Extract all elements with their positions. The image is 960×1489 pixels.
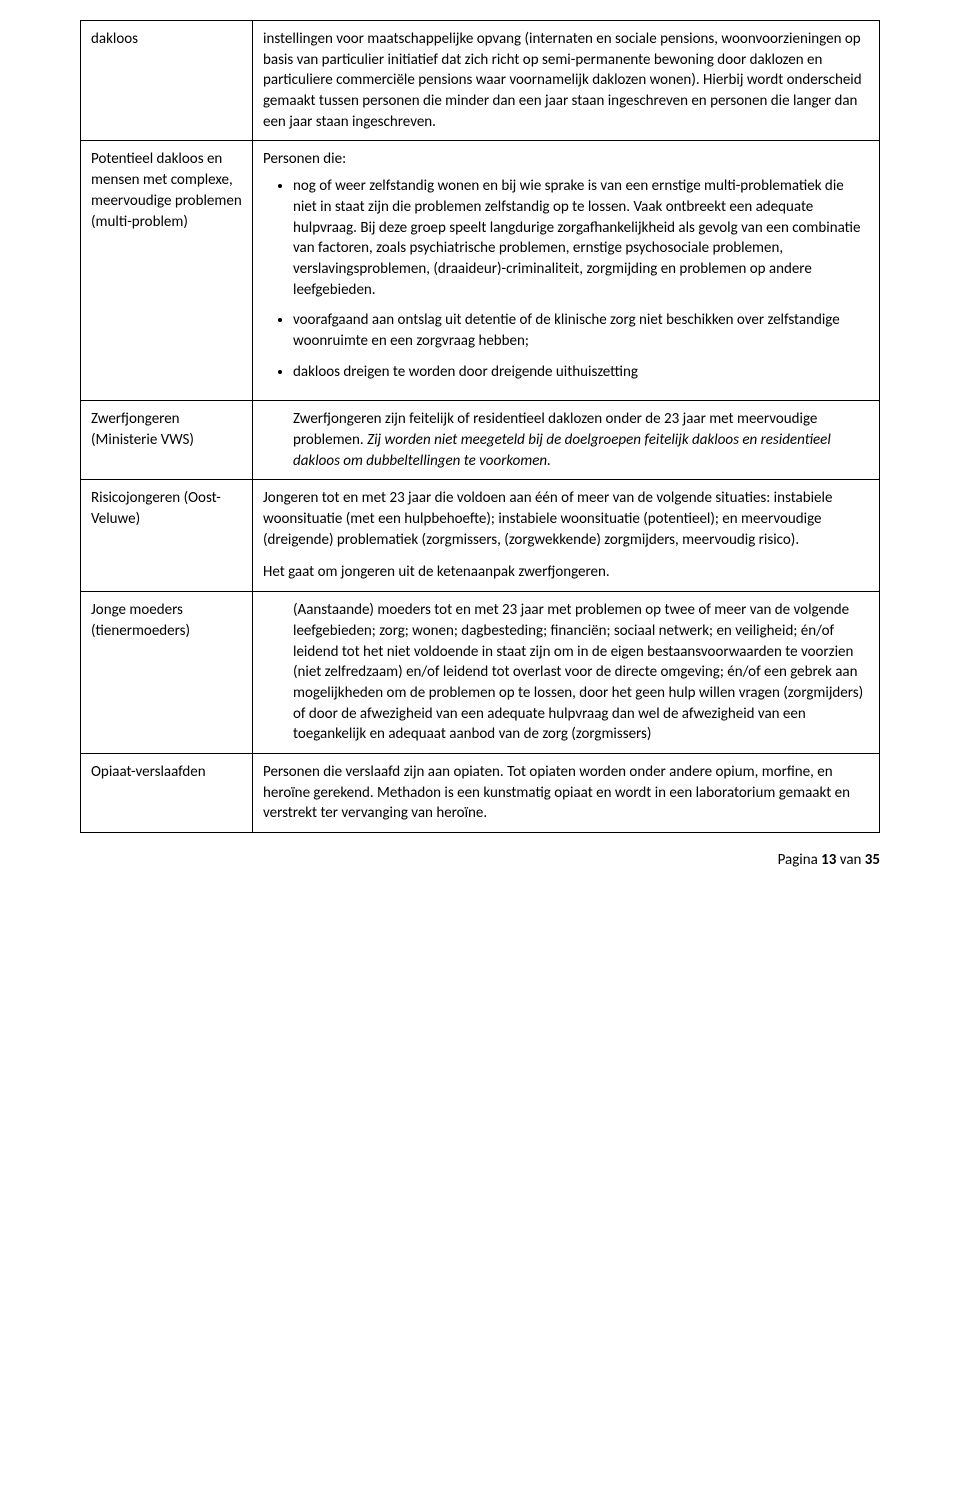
table-row: Potentieel dakloos en mensen met complex… [81, 141, 880, 401]
bullet-list: nog of weer zelfstandig wonen en bij wie… [263, 176, 869, 382]
definition-cell: instellingen voor maatschappelijke opvan… [253, 21, 880, 141]
definition-cell: Zwerfjongeren zijn feitelijk of resident… [253, 401, 880, 480]
term-cell: Opiaat-verslaafden [81, 753, 253, 832]
term-cell: Jonge moeders (tienermoeders) [81, 592, 253, 754]
term-cell: Zwerfjongeren (Ministerie VWS) [81, 401, 253, 480]
definition-text: Jongeren tot en met 23 jaar die voldoen … [263, 488, 869, 550]
definition-text: Het gaat om jongeren uit de ketenaanpak … [263, 562, 869, 583]
definition-cell: Personen die verslaafd zijn aan opiaten.… [253, 753, 880, 832]
list-item: dakloos dreigen te worden door dreigende… [293, 362, 869, 383]
list-item: voorafgaand aan ontslag uit detentie of … [293, 310, 869, 351]
table-row: Opiaat-verslaafden Personen die verslaaf… [81, 753, 880, 832]
definition-cell: (Aanstaande) moeders tot en met 23 jaar … [253, 592, 880, 754]
footer-total: 35 [865, 851, 880, 869]
footer-page: 13 [821, 851, 836, 869]
definition-italic: Zij worden niet meegeteld bij de doelgro… [293, 431, 831, 470]
table-row: Jonge moeders (tienermoeders) (Aanstaand… [81, 592, 880, 754]
definition-cell: Jongeren tot en met 23 jaar die voldoen … [253, 480, 880, 592]
definition-text: (Aanstaande) moeders tot en met 23 jaar … [263, 600, 869, 745]
definitions-table: dakloos instellingen voor maatschappelij… [80, 20, 880, 833]
footer-mid: van [836, 851, 864, 869]
table-row: Risicojongeren (Oost-Veluwe) Jongeren to… [81, 480, 880, 592]
term-cell: dakloos [81, 21, 253, 141]
table-row: dakloos instellingen voor maatschappelij… [81, 21, 880, 141]
page-footer: Pagina 13 van 35 [80, 851, 880, 869]
list-item: nog of weer zelfstandig wonen en bij wie… [293, 176, 869, 300]
definition-text: Zwerfjongeren zijn feitelijk of resident… [263, 409, 869, 471]
definition-intro: Personen die: [263, 149, 869, 170]
term-cell: Potentieel dakloos en mensen met complex… [81, 141, 253, 401]
spacer [263, 550, 869, 562]
table-row: Zwerfjongeren (Ministerie VWS) Zwerfjong… [81, 401, 880, 480]
term-cell: Risicojongeren (Oost-Veluwe) [81, 480, 253, 592]
page: dakloos instellingen voor maatschappelij… [0, 0, 960, 909]
footer-prefix: Pagina [778, 851, 822, 869]
definition-cell: Personen die: nog of weer zelfstandig wo… [253, 141, 880, 401]
